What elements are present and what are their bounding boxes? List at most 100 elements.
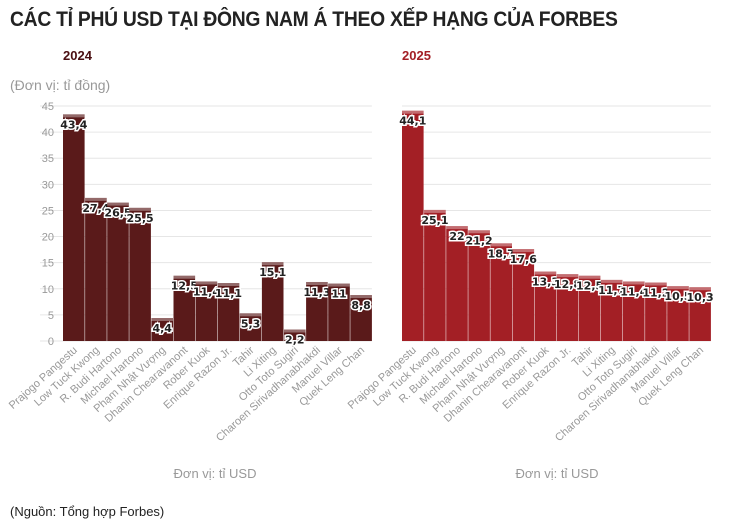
year-label-2024: 2024 (63, 48, 93, 63)
bar-cap (578, 275, 601, 279)
bar (306, 281, 328, 341)
bar-cap (306, 281, 328, 285)
bar-value-label: 18,7 (488, 247, 515, 260)
bar-value-label: 10,5 (664, 290, 691, 303)
bar-cap (402, 110, 424, 114)
bar-cap (129, 207, 151, 211)
bar-cap (173, 275, 196, 279)
bar (468, 230, 490, 341)
bar-cap (195, 281, 218, 285)
y-tick-label: 40 (42, 127, 54, 139)
y-tick-label: 25 (42, 205, 54, 217)
chart-title: CÁC TỈ PHÚ USD TẠI ĐÔNG NAM Á THEO XẾP H… (10, 8, 618, 31)
bar-cap (689, 287, 711, 291)
y-tick-label: 20 (42, 232, 54, 244)
x-axis-unit-label: Đơn vị: tỉ USD (516, 466, 599, 481)
bar-value-label: 12,8 (554, 278, 581, 291)
unit-label-top: (Đơn vị: tỉ đồng) (10, 77, 111, 93)
bar-cap (239, 313, 262, 317)
bar (424, 209, 446, 341)
bar-value-label: 25,1 (421, 214, 448, 227)
bar (328, 283, 350, 341)
bar-cap (600, 279, 623, 283)
bar-value-label: 11,4 (620, 285, 647, 298)
bar (645, 282, 667, 341)
bar-value-label: 10,3 (687, 291, 714, 304)
x-axis-unit-label: Đơn vị: tỉ USD (174, 466, 257, 481)
bar-value-label: 11,3 (303, 286, 330, 299)
y-tick-label: 45 (42, 101, 54, 113)
bar-cap (645, 282, 667, 286)
bar-cap (534, 271, 557, 275)
bar-value-label: 17,6 (510, 253, 537, 266)
bar-value-label: 12,5 (576, 280, 603, 293)
bar-value-label: 27,4 (82, 202, 109, 215)
bar-cap (107, 202, 129, 206)
bar-value-label: 15,1 (259, 266, 286, 279)
bar-cap (556, 274, 579, 278)
bar (446, 226, 468, 341)
bar-value-label: 21,2 (466, 234, 493, 247)
bar (350, 295, 372, 341)
bar-cap (151, 318, 173, 322)
bar-value-label: 11,2 (642, 287, 669, 300)
bar-value-label: 5,3 (241, 317, 261, 330)
y-tick-label: 35 (42, 153, 54, 165)
bar-cap (284, 329, 306, 333)
y-tick-label: 0 (48, 336, 54, 348)
bar-value-label: 8,8 (351, 299, 371, 312)
bar-value-label: 11 (331, 288, 346, 301)
bar-cap (623, 281, 645, 285)
bar-cap (490, 243, 512, 247)
y-tick-label: 5 (48, 310, 54, 322)
bar (512, 249, 535, 341)
bar-value-label: 4,4 (152, 322, 172, 335)
bar-value-label: 43,4 (60, 118, 87, 131)
bar-cap (261, 262, 284, 266)
bar (129, 207, 151, 341)
bar (195, 281, 218, 341)
bar (217, 283, 240, 341)
bar-value-label: 13,3 (532, 276, 559, 289)
bar (85, 197, 107, 341)
bar-value-label: 22 (449, 230, 464, 243)
bar-value-label: 44,1 (399, 115, 426, 128)
bar (689, 287, 711, 341)
bar (261, 262, 284, 341)
bar-value-label: 25,5 (127, 212, 154, 225)
bar-value-label: 11,7 (598, 284, 625, 297)
bar-cap (350, 295, 372, 299)
bar-value-label: 11,1 (215, 287, 242, 300)
bar-cap (512, 249, 535, 253)
bar (173, 275, 196, 341)
bar (490, 243, 512, 341)
source-note: (Nguồn: Tổng hợp Forbes) (10, 504, 165, 519)
bar-cap (446, 226, 468, 230)
bar-cap (667, 286, 689, 290)
bar (578, 275, 601, 341)
y-tick-label: 15 (42, 258, 54, 270)
bar (600, 279, 623, 341)
bar-cap (85, 197, 107, 201)
bar (63, 114, 85, 341)
bar (151, 318, 173, 341)
bar-value-label: 12,5 (171, 280, 198, 293)
bar (284, 329, 306, 341)
bar (239, 313, 262, 341)
bar-cap (328, 283, 350, 287)
bar-cap (217, 283, 240, 287)
bar (667, 286, 689, 341)
bar (623, 281, 645, 341)
y-tick-label: 10 (42, 284, 54, 296)
bar (556, 274, 579, 341)
bar-value-label: 11,4 (193, 285, 220, 298)
bar-cap (468, 230, 490, 234)
bar-cap (424, 209, 446, 213)
y-tick-label: 30 (42, 179, 54, 191)
bar-cap (63, 114, 85, 118)
bar-value-label: 26,5 (104, 207, 131, 220)
bar (107, 202, 129, 341)
bar (402, 110, 424, 341)
bar (534, 271, 557, 341)
